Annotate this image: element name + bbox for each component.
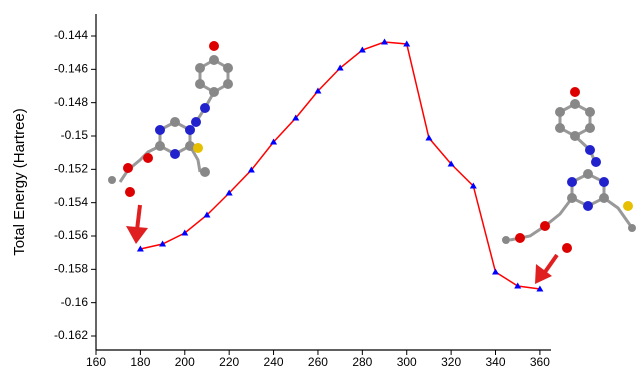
- marker: [492, 269, 499, 275]
- marker: [514, 283, 521, 289]
- x-tick-label: 280: [352, 355, 372, 369]
- y-tick-label: -0.156: [54, 228, 88, 242]
- y-tick-label: -0.148: [54, 95, 88, 109]
- x-tick-label: 240: [264, 355, 284, 369]
- y-axis-title: Total Energy (Hartree): [11, 108, 28, 256]
- y-tick-label: -0.162: [54, 328, 88, 342]
- y-tick-label: -0.144: [54, 28, 88, 42]
- y-tick-label: -0.158: [54, 262, 88, 276]
- x-tick-label: 160: [86, 355, 106, 369]
- marker: [425, 135, 432, 141]
- y-tick-label: -0.15: [61, 128, 89, 142]
- y-tick-label: -0.154: [54, 195, 88, 209]
- x-tick-label: 200: [175, 355, 195, 369]
- x-tick-label: 220: [219, 355, 239, 369]
- molecule-right: [502, 87, 636, 253]
- x-tick-label: 180: [130, 355, 150, 369]
- y-tick-label: -0.152: [54, 162, 88, 176]
- y-tick-label: -0.146: [54, 62, 88, 76]
- molecule-left: [108, 41, 233, 197]
- arrow: [126, 205, 557, 284]
- y-tick-label: -0.16: [61, 295, 89, 309]
- x-tick-label: 300: [397, 355, 417, 369]
- x-tick-label: 320: [441, 355, 461, 369]
- x-tick-label: 360: [530, 355, 550, 369]
- chart: Total Energy (Hartree): [0, 0, 641, 369]
- x-tick-label: 260: [308, 355, 328, 369]
- x-tick-label: 340: [485, 355, 505, 369]
